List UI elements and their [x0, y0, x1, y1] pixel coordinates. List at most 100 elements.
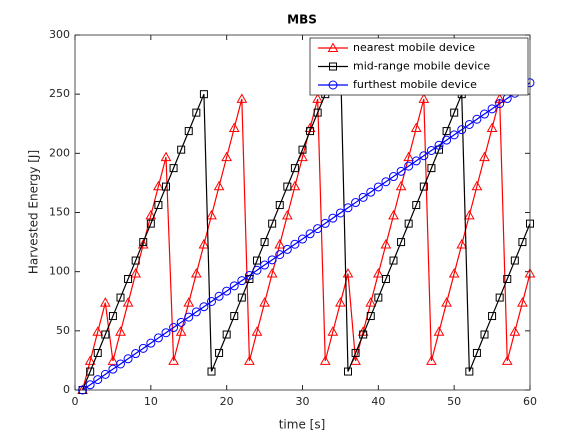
marker: [464, 119, 474, 129]
marker: [222, 286, 232, 296]
marker: [365, 297, 377, 307]
marker: [192, 108, 201, 117]
marker: [266, 268, 278, 278]
marker: [259, 297, 270, 307]
marker: [480, 330, 489, 339]
y-tick-label: 150: [49, 206, 70, 219]
marker: [395, 180, 407, 191]
marker: [168, 355, 179, 365]
marker: [380, 238, 392, 249]
marker: [93, 375, 103, 385]
y-tick-label: 100: [49, 265, 70, 278]
marker: [359, 330, 368, 339]
marker: [486, 122, 498, 133]
marker: [169, 323, 179, 333]
marker: [253, 256, 261, 265]
marker: [99, 297, 111, 307]
y-tick-label: 50: [56, 324, 70, 337]
marker: [373, 182, 383, 192]
marker: [177, 145, 186, 154]
marker: [283, 182, 292, 191]
marker: [344, 367, 352, 376]
y-tick-label: 0: [63, 383, 70, 396]
marker: [494, 93, 506, 103]
axes-box: [74, 34, 531, 391]
marker: [313, 108, 322, 117]
marker: [372, 268, 384, 278]
marker: [448, 268, 460, 278]
marker: [275, 201, 284, 210]
marker: [374, 293, 383, 302]
marker: [441, 297, 452, 307]
marker: [517, 297, 528, 307]
marker: [161, 328, 171, 338]
marker: [252, 265, 262, 275]
marker: [472, 114, 482, 124]
marker: [213, 180, 225, 191]
marker: [335, 208, 345, 218]
marker: [426, 355, 437, 365]
marker: [328, 213, 338, 223]
marker: [116, 359, 125, 369]
marker: [397, 238, 406, 247]
marker: [244, 355, 255, 365]
marker: [433, 326, 445, 336]
marker: [463, 209, 475, 220]
marker: [191, 307, 201, 317]
marker: [471, 180, 483, 191]
marker: [198, 238, 210, 249]
marker: [366, 187, 376, 197]
marker: [207, 367, 216, 376]
marker: [146, 219, 155, 228]
marker: [199, 302, 209, 312]
marker: [442, 127, 451, 136]
marker: [358, 192, 368, 202]
marker: [131, 256, 140, 265]
x-tick-label: 40: [371, 395, 385, 408]
marker: [115, 326, 126, 336]
y-axis-label: Harvested Energy [J]: [27, 150, 41, 274]
marker: [139, 238, 148, 247]
marker: [343, 203, 353, 213]
legend-marker: [329, 62, 337, 71]
marker: [450, 108, 459, 117]
marker: [267, 255, 277, 265]
marker: [351, 348, 360, 357]
marker: [244, 270, 254, 280]
marker: [93, 348, 102, 357]
marker: [456, 238, 468, 249]
y-tick-label: 200: [49, 146, 70, 159]
marker: [229, 281, 239, 291]
legend-label: nearest mobile device: [353, 41, 475, 54]
marker: [260, 238, 269, 247]
marker: [410, 122, 422, 133]
marker: [290, 164, 299, 173]
series-line: [82, 98, 531, 391]
marker: [124, 275, 133, 284]
marker: [281, 209, 293, 220]
marker: [442, 135, 452, 145]
y-tick-label: 250: [49, 87, 70, 100]
x-tick-label: 60: [523, 395, 537, 408]
marker: [289, 180, 301, 191]
marker: [509, 326, 521, 336]
marker: [154, 201, 163, 210]
marker: [251, 326, 263, 336]
marker: [260, 260, 270, 270]
marker: [108, 364, 118, 374]
x-tick-label: 30: [296, 395, 310, 408]
marker: [107, 355, 119, 365]
marker: [275, 250, 285, 260]
marker: [350, 355, 361, 365]
marker: [138, 343, 148, 353]
marker: [176, 317, 186, 327]
legend-label: furthest mobile device: [353, 78, 477, 91]
marker: [153, 333, 163, 343]
marker: [495, 99, 505, 109]
marker: [488, 312, 497, 321]
marker: [146, 338, 156, 348]
x-tick-label: 20: [220, 395, 234, 408]
marker: [404, 161, 414, 171]
marker: [320, 218, 330, 228]
marker: [389, 172, 398, 182]
